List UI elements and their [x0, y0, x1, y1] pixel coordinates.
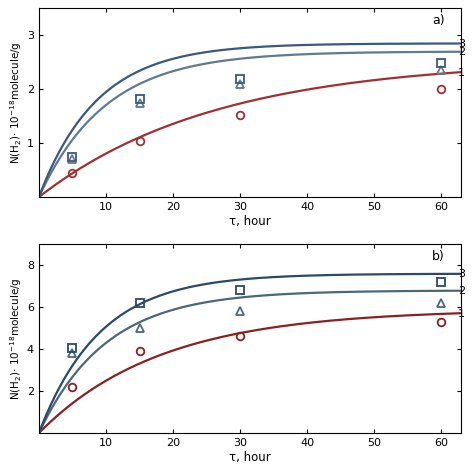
Y-axis label: N(H$_2$)$\cdot$ 10$^{-18}$molecule/g: N(H$_2$)$\cdot$ 10$^{-18}$molecule/g: [9, 42, 24, 164]
Text: 2: 2: [458, 286, 465, 296]
Text: 2: 2: [458, 47, 465, 57]
X-axis label: τ, hour: τ, hour: [229, 215, 271, 228]
Text: 3: 3: [458, 39, 465, 49]
Text: b): b): [432, 250, 445, 263]
Text: a): a): [432, 14, 445, 27]
Y-axis label: N(H$_2$)$\cdot$ 10$^{-18}$molecule/g: N(H$_2$)$\cdot$ 10$^{-18}$molecule/g: [9, 278, 24, 400]
X-axis label: τ, hour: τ, hour: [229, 451, 271, 464]
Text: 1: 1: [458, 309, 465, 319]
Text: 3: 3: [458, 269, 465, 279]
Text: 1: 1: [458, 68, 465, 78]
